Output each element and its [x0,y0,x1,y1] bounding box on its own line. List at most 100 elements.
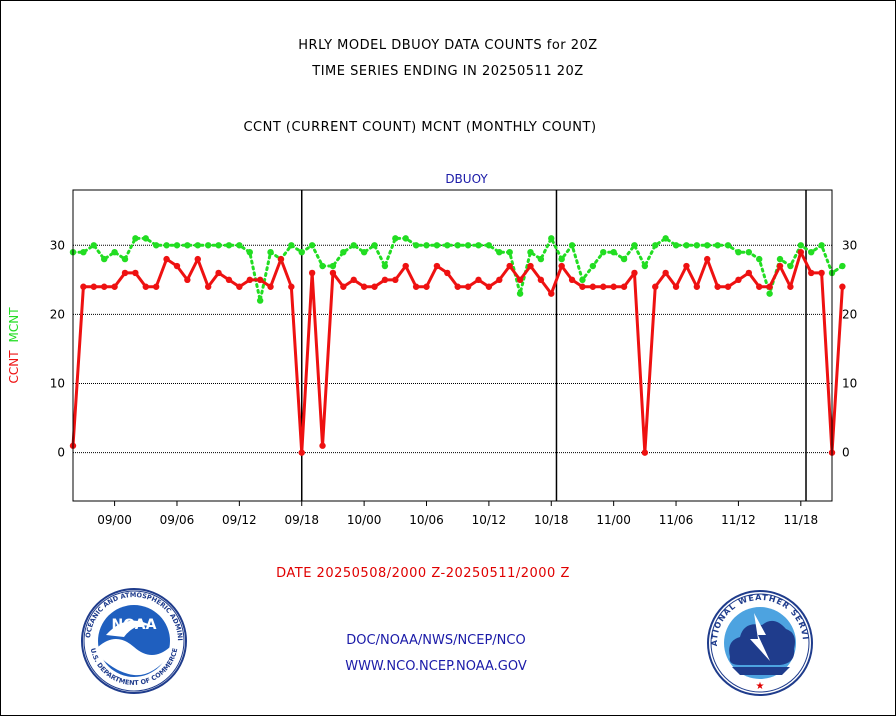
x-tick-label: 10/12 [472,513,507,527]
point-mcnt [402,235,409,242]
point-mcnt [600,249,607,256]
point-ccnt [818,269,825,277]
point-ccnt [246,276,253,284]
series-lines-group [71,236,844,455]
point-mcnt [319,262,326,270]
point-ccnt [215,269,222,277]
point-ccnt [589,283,597,290]
point-mcnt [111,249,118,256]
point-mcnt [589,262,597,270]
x-tick-label: 11/18 [784,513,819,527]
y-tick-left-0: 0 [57,446,65,460]
point-ccnt [485,283,493,290]
point-ccnt [724,283,732,290]
point-ccnt [80,283,87,290]
point-ccnt [319,442,326,449]
point-ccnt [163,255,170,263]
point-ccnt [142,283,149,290]
point-ccnt [329,269,337,277]
point-ccnt [683,262,690,270]
point-mcnt [173,242,181,249]
point-mcnt [433,242,441,249]
point-mcnt [579,276,586,284]
point-ccnt [392,276,399,284]
point-mcnt [204,242,212,249]
point-mcnt [735,249,742,256]
point-mcnt [756,255,763,263]
plot-title: DBUOY [445,172,488,186]
x-tick-label: 11/06 [659,513,694,527]
point-mcnt [80,249,87,256]
point-mcnt [652,242,659,249]
point-ccnt [184,276,191,284]
point-mcnt [194,242,201,249]
y-tick-right-20: 20 [842,307,857,321]
point-mcnt [256,297,264,304]
point-ccnt [111,283,118,290]
series-points-group [69,235,846,456]
point-ccnt [641,449,649,456]
point-ccnt [735,276,742,284]
point-ccnt [558,262,565,270]
point-mcnt [787,262,794,270]
point-ccnt [444,269,451,277]
point-ccnt [423,283,430,290]
point-ccnt [776,262,784,270]
point-ccnt [173,262,181,270]
chart-title-line-3: CCNT (CURRENT COUNT) MCNT (MONTHLY COUNT… [243,120,597,135]
point-ccnt [704,255,711,263]
point-mcnt [714,242,721,249]
y-label-ccnt: CCNT [7,350,21,384]
point-mcnt [267,249,274,256]
point-mcnt [610,249,617,256]
y-label-mcnt: MCNT [7,307,21,343]
point-mcnt [683,242,690,249]
point-mcnt [236,242,243,249]
point-mcnt [184,242,191,249]
point-mcnt [132,235,139,242]
point-mcnt [641,262,649,270]
point-mcnt [672,242,680,249]
y-tick-left-30: 30 [50,238,65,252]
x-tick-label: 11/12 [721,513,756,527]
y-tick-left-20: 20 [50,307,65,321]
point-ccnt [360,283,368,290]
point-ccnt [454,283,461,290]
footer-url-line: WWW.NCO.NCEP.NOAA.GOV [345,659,527,674]
point-mcnt [537,255,545,263]
point-ccnt [496,276,503,284]
point-mcnt [620,255,628,263]
point-mcnt [225,242,233,249]
point-mcnt [496,249,503,256]
point-ccnt [152,283,160,290]
point-ccnt [381,276,389,284]
point-mcnt [392,235,399,242]
y-tick-right-0: 0 [842,446,850,460]
point-mcnt [412,242,420,249]
point-ccnt [808,269,815,277]
point-mcnt [464,242,472,249]
point-ccnt [745,269,753,277]
point-ccnt [568,276,576,284]
point-ccnt [256,276,264,284]
y-tick-left-10: 10 [50,377,65,391]
point-mcnt [745,249,753,256]
point-mcnt [527,249,534,256]
point-mcnt [704,242,711,249]
point-ccnt [308,269,316,277]
point-mcnt [381,262,389,270]
point-ccnt [506,262,513,270]
point-ccnt [652,283,659,290]
x-tick-label: 09/00 [97,513,132,527]
point-mcnt [360,249,368,256]
nws-star-icon: ★ [756,681,765,692]
point-mcnt [121,255,129,263]
point-ccnt [225,276,233,284]
point-ccnt [797,249,805,256]
point-mcnt [163,242,170,249]
point-mcnt [246,249,253,256]
point-mcnt [298,249,305,256]
point-mcnt [724,242,732,249]
point-ccnt [631,269,638,277]
